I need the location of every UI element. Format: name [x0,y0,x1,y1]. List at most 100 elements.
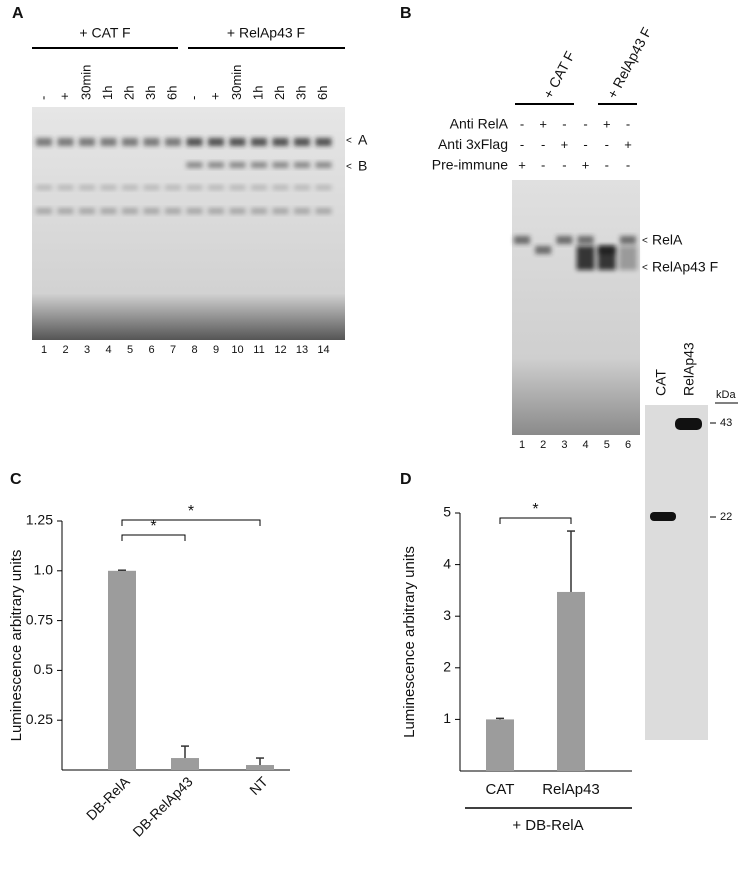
gel-band [535,246,552,254]
x-tick-label: DB-RelA [83,773,133,823]
lane-label: RelAp43 [681,342,697,396]
gel-band [315,185,332,190]
y-tick-label: 2 [443,659,451,675]
panel-letter: B [400,5,412,22]
lane-number: 11 [253,344,264,356]
error-bar [118,569,126,571]
gel-band [208,185,224,190]
band-label: RelA [652,232,683,248]
lane-label: 2h [272,86,287,100]
lane-label: CAT [653,369,669,396]
gel-band [186,185,203,190]
gel-band [229,162,246,168]
y-tick-label: 0.25 [26,711,53,727]
lane-number: 5 [604,439,610,451]
significance-bracket [121,534,186,541]
gel-band [619,246,637,270]
row-label: Anti 3xFlag [438,136,508,152]
gel-band [294,138,310,146]
row-mark: - [562,116,566,131]
row-mark: - [562,157,566,172]
lane-number: 2 [540,439,546,451]
gel-band [272,162,289,168]
gel-band [576,246,595,270]
unit-label: kDa [716,389,736,401]
lane-number: 14 [317,344,329,356]
gel-band [143,185,160,190]
y-tick-label: 1.25 [26,512,53,528]
gel-band [315,162,332,168]
lane-number: 13 [296,344,308,356]
group-label: + RelAp43 F [227,25,305,41]
gel-band [57,138,74,146]
gel-band [122,185,138,190]
x-tick-label: CAT [486,781,515,798]
blot-band [675,418,702,430]
band-arrow: < [642,263,648,274]
lane-number: 4 [105,344,111,356]
lane-number: 9 [213,344,219,356]
y-tick-label: 3 [443,607,451,623]
y-tick-label: 1 [443,710,451,726]
gel-band [272,185,289,190]
gel-band [36,185,52,190]
gel-band [57,185,74,190]
row-mark: + [518,157,526,172]
gel-band [556,236,573,244]
band-arrow: < [346,162,352,173]
lane-number: 1 [41,344,47,356]
significance-label: * [188,503,194,520]
lane-number: 3 [84,344,90,356]
lane-label: 6h [164,86,179,100]
gel-band [122,138,138,146]
gel-band [186,138,203,146]
gel-band [79,208,95,214]
x-tick-label: RelAp43 [542,781,600,798]
bar [246,765,274,770]
band-label: RelAp43 F [652,259,718,275]
gel-band [294,185,310,190]
marker-label: 43 [720,417,732,429]
marker-label: 22 [720,511,732,523]
band-label: A [358,132,368,148]
gel-band [294,162,310,168]
x-tick-label: DB-RelAp43 [129,773,195,839]
significance-label: * [532,501,538,518]
gel-band [36,138,52,146]
row-mark: - [520,137,524,152]
row-label: Pre-immune [432,157,508,173]
y-tick-label: 0.75 [26,611,53,627]
gel-band [620,236,636,244]
blot-image [645,405,708,740]
panel-letter: A [12,5,24,22]
lane-label: + [207,92,222,100]
lane-number: 6 [148,344,154,356]
row-label: Anti RelA [450,116,509,132]
band-label: B [358,158,367,174]
gel-band [122,208,138,214]
lane-number: 8 [191,344,197,356]
lane-number: 2 [62,344,68,356]
gel-band [100,185,117,190]
lane-number: 10 [231,344,243,356]
row-mark: - [541,157,545,172]
lane-number: 4 [583,439,589,451]
lane-label: 30min [229,65,244,100]
error-bar [181,745,189,759]
row-mark: - [626,116,630,131]
gel-band [100,208,117,214]
gel-band [208,138,224,146]
group-label: + RelAp43 F [604,25,655,102]
lane-label: 3h [293,86,308,100]
row-mark: - [605,157,609,172]
row-mark: - [583,116,587,131]
gel-band [165,185,181,190]
row-mark: - [541,137,545,152]
gel-band [208,162,224,168]
gel-band [597,246,616,270]
significance-label: * [150,518,156,535]
row-mark: + [561,137,569,152]
gel-band [208,208,224,214]
gel-band [251,162,267,168]
